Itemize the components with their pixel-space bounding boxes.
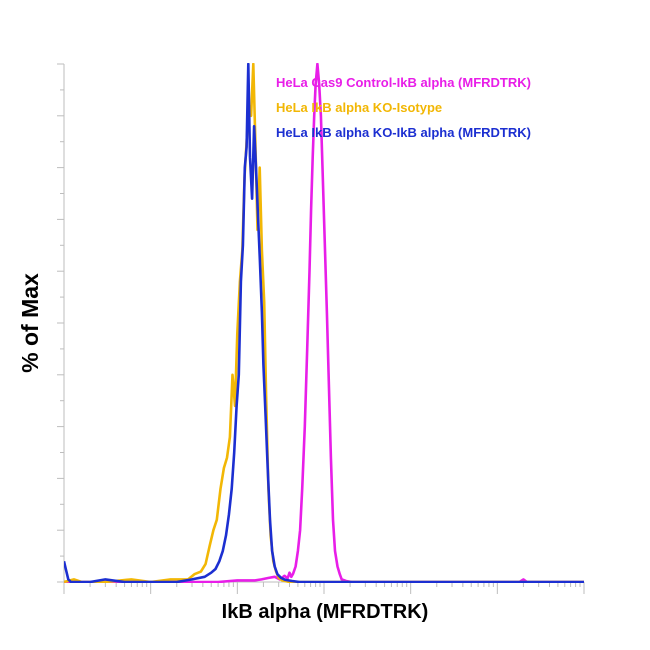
y-axis-label: % of Max xyxy=(17,273,43,373)
x-axis-label: IkB alpha (MFRDTRK) xyxy=(222,601,429,623)
series-line-2 xyxy=(64,63,584,583)
series-line-3 xyxy=(64,63,584,583)
series-line-1 xyxy=(64,63,584,583)
plot-lines xyxy=(64,63,584,583)
legend-entry-1: HeLa Cas9 Control-IkB alpha (MFRDTRK) xyxy=(276,75,531,90)
legend-entry-3: HeLa IkB alpha KO-IkB alpha (MFRDTRK) xyxy=(276,125,531,140)
legend: HeLa Cas9 Control-IkB alpha (MFRDTRK) HeL… xyxy=(276,75,531,140)
legend-entry-2: HeLa IkB alpha KO-Isotype xyxy=(276,100,442,115)
